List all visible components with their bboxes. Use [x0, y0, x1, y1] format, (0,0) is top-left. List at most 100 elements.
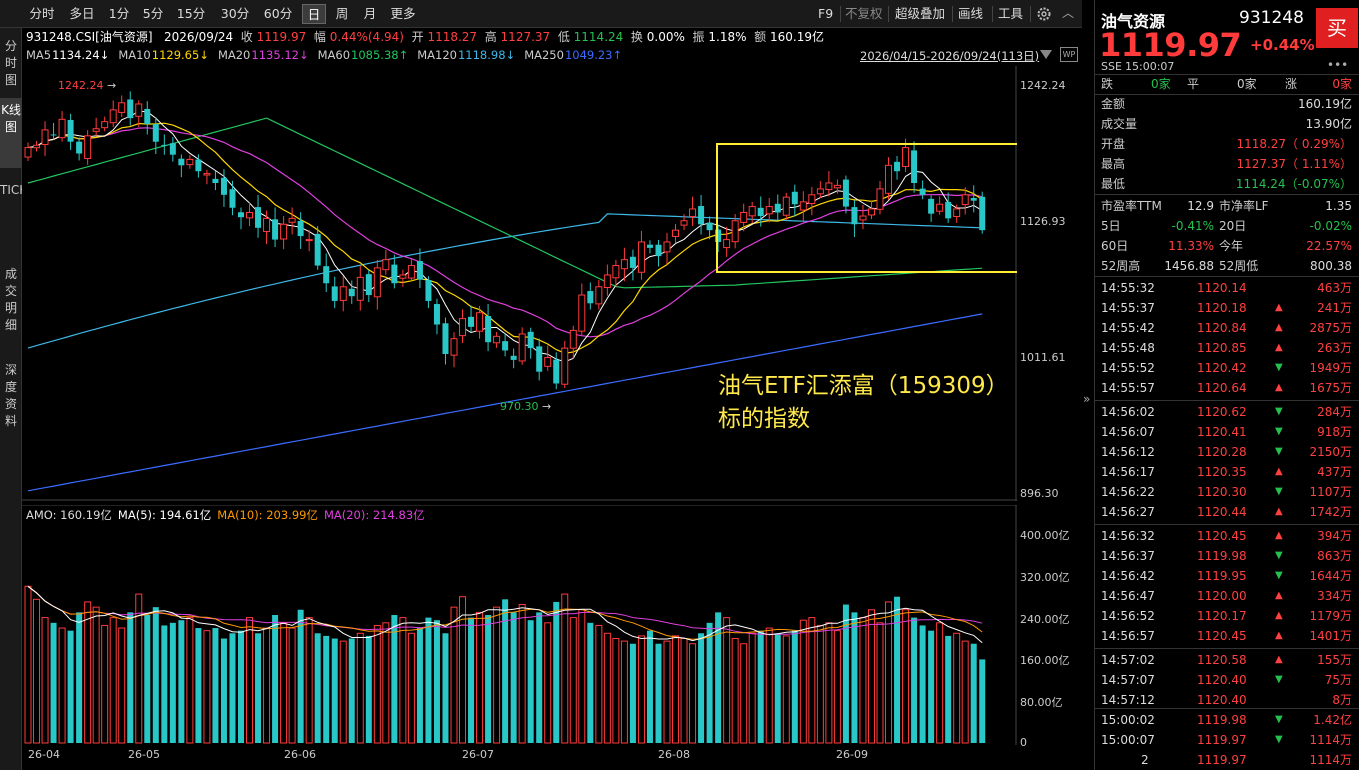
- tick-row[interactable]: 14:56:22 1120.30 ▼ 1107万: [1095, 482, 1359, 502]
- tick-row[interactable]: 14:56:37 1119.98 ▼ 863万: [1095, 546, 1359, 566]
- toolbar-item-4[interactable]: 工具: [998, 6, 1024, 21]
- candle[interactable]: [50, 122, 57, 140]
- candle[interactable]: [433, 298, 440, 335]
- candle[interactable]: [331, 276, 338, 309]
- candle[interactable]: [101, 116, 109, 132]
- tick-row[interactable]: 15:00:07 1119.97 ▼ 1114万: [1095, 730, 1359, 750]
- candle[interactable]: [76, 137, 83, 161]
- tick-row[interactable]: 14:55:42 1120.84 ▲ 2875万: [1095, 318, 1359, 338]
- candle[interactable]: [212, 171, 219, 191]
- timeframe-tab-7[interactable]: 日: [302, 4, 326, 24]
- candle[interactable]: [842, 175, 849, 214]
- candle[interactable]: [799, 191, 807, 223]
- candle[interactable]: [553, 352, 560, 390]
- tick-row[interactable]: 14:55:52 1120.42 ▼ 1949万: [1095, 358, 1359, 378]
- candle[interactable]: [680, 214, 688, 231]
- candle[interactable]: [833, 179, 841, 194]
- candle[interactable]: [195, 154, 202, 178]
- candle[interactable]: [945, 192, 952, 223]
- tick-row[interactable]: 15:00:02 1119.98 ▼ 1.42亿: [1095, 710, 1359, 730]
- candle[interactable]: [587, 282, 594, 310]
- candle[interactable]: [723, 226, 731, 257]
- candle[interactable]: [84, 130, 92, 165]
- candle[interactable]: [672, 224, 680, 244]
- candle[interactable]: [646, 240, 653, 254]
- toolbar-item-0[interactable]: F9: [818, 6, 834, 21]
- sidebar-tab-2[interactable]: TICK: [0, 183, 28, 197]
- candle[interactable]: [715, 224, 722, 253]
- tick-row[interactable]: 14:56:17 1120.35 ▲ 437万: [1095, 462, 1359, 482]
- candle[interactable]: [510, 348, 517, 369]
- candle[interactable]: [135, 100, 143, 127]
- candle[interactable]: [356, 265, 364, 311]
- tick-row[interactable]: 14:55:37 1120.18 ▲ 241万: [1095, 298, 1359, 318]
- candle[interactable]: [782, 192, 790, 221]
- volume-chart[interactable]: [22, 505, 1017, 745]
- candle[interactable]: [663, 232, 671, 265]
- tick-row[interactable]: 14:56:12 1120.28 ▼ 2150万: [1095, 442, 1359, 462]
- candle[interactable]: [698, 195, 705, 235]
- collapse-panel-icon[interactable]: »: [1083, 392, 1091, 406]
- tick-row[interactable]: 14:55:32 1120.14 463万: [1095, 278, 1359, 298]
- candle[interactable]: [569, 325, 577, 359]
- candle[interactable]: [144, 101, 151, 135]
- tick-row[interactable]: 14:56:07 1120.41 ▼ 918万: [1095, 422, 1359, 442]
- candle[interactable]: [612, 259, 620, 288]
- candle[interactable]: [348, 280, 355, 304]
- candle[interactable]: [425, 276, 432, 309]
- candle[interactable]: [33, 140, 41, 152]
- candle[interactable]: [118, 95, 126, 117]
- candle[interactable]: [67, 113, 74, 150]
- candle[interactable]: [459, 309, 467, 343]
- candle[interactable]: [859, 204, 867, 230]
- candle[interactable]: [288, 207, 296, 235]
- candle[interactable]: [416, 248, 423, 289]
- candle[interactable]: [979, 191, 986, 234]
- candle[interactable]: [442, 317, 449, 365]
- timeframe-tab-9[interactable]: 月: [363, 6, 377, 21]
- candle[interactable]: [41, 121, 49, 156]
- candle[interactable]: [246, 202, 254, 227]
- candle[interactable]: [280, 216, 288, 250]
- candle[interactable]: [263, 210, 271, 245]
- candle[interactable]: [774, 194, 781, 220]
- candle[interactable]: [92, 117, 100, 137]
- candle[interactable]: [629, 249, 636, 281]
- candle[interactable]: [936, 196, 944, 215]
- buy-button[interactable]: 买: [1316, 8, 1358, 48]
- candle[interactable]: [740, 203, 748, 232]
- candle[interactable]: [152, 117, 159, 155]
- tick-row[interactable]: 14:57:12 1120.40 8万: [1095, 690, 1359, 710]
- candle[interactable]: [238, 207, 244, 230]
- candle[interactable]: [255, 195, 262, 238]
- candle[interactable]: [578, 283, 586, 335]
- toolbar-item-1[interactable]: 不复权: [845, 6, 883, 21]
- tick-row[interactable]: 14:56:57 1120.45 ▲ 1401万: [1095, 626, 1359, 646]
- candle[interactable]: [272, 207, 279, 248]
- candle[interactable]: [305, 230, 313, 252]
- candle[interactable]: [476, 305, 484, 339]
- candle[interactable]: [706, 216, 713, 240]
- candle[interactable]: [169, 137, 176, 162]
- candle[interactable]: [502, 333, 509, 357]
- candle[interactable]: [791, 184, 798, 217]
- toolbar-item-2[interactable]: 超级叠加: [895, 6, 946, 21]
- candle[interactable]: [493, 331, 501, 348]
- candle[interactable]: [229, 180, 236, 216]
- candle[interactable]: [58, 111, 66, 142]
- candle[interactable]: [867, 200, 875, 220]
- candle[interactable]: [885, 157, 893, 200]
- candle[interactable]: [911, 141, 918, 193]
- more-icon[interactable]: •••: [1327, 58, 1349, 72]
- tick-row[interactable]: 14:55:57 1120.64 ▲ 1675万: [1095, 378, 1359, 398]
- candle[interactable]: [109, 100, 117, 128]
- candle[interactable]: [178, 154, 185, 178]
- wp-icon[interactable]: WP: [1060, 47, 1078, 62]
- candle[interactable]: [825, 171, 833, 197]
- timeframe-tab-8[interactable]: 周: [335, 6, 349, 21]
- timeframe-tab-1[interactable]: 多日: [69, 6, 95, 21]
- candle[interactable]: [527, 327, 534, 359]
- candle[interactable]: [314, 226, 321, 270]
- candle[interactable]: [24, 142, 32, 161]
- timeframe-tab-10[interactable]: 更多: [390, 6, 416, 21]
